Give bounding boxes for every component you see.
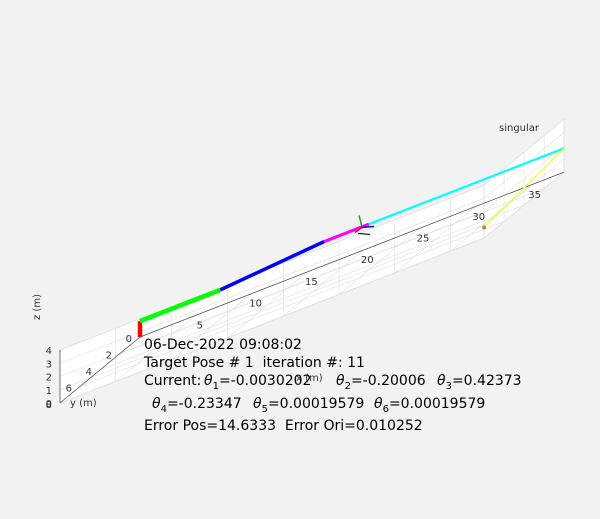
arm-link-6 <box>483 147 565 228</box>
singular-label: singular <box>499 123 540 134</box>
theta-4-symbol: θ <box>152 396 161 412</box>
theta-2-symbol: θ <box>336 373 345 389</box>
y-tick-label: 8 <box>46 400 52 411</box>
target-base-mark <box>358 232 371 236</box>
z-tick-label: 2 <box>46 373 52 384</box>
grid-line <box>483 171 565 239</box>
grid <box>59 118 565 404</box>
theta-1-value: =-0.0030202 <box>219 373 312 389</box>
grid-line <box>483 132 565 199</box>
z-tick-label: 0 <box>46 399 52 410</box>
x-tick-label: 15 <box>305 277 318 288</box>
svg-text:θ3=0.42373: θ3=0.42373 <box>437 373 522 392</box>
theta-6-subscript: 6 <box>383 404 389 415</box>
y-tick-label: 4 <box>86 367 92 378</box>
x-tick-label: 5 <box>197 320 203 331</box>
y-tick-label: 6 <box>66 384 72 395</box>
grid-line <box>59 224 485 391</box>
y-axis-label: y (m) <box>70 398 97 409</box>
y-axis-line <box>59 336 141 404</box>
grid-line <box>79 221 505 387</box>
grid-line <box>59 211 485 377</box>
z-tick-label: 1 <box>46 386 52 397</box>
theta-5-subscript: 5 <box>262 404 268 415</box>
theta-5-value: =0.00019579 <box>268 396 364 412</box>
target-frame-marker <box>354 215 375 236</box>
grid-line <box>483 145 565 212</box>
target-pose-text: Target Pose # 1 iteration #: 11 <box>143 355 365 371</box>
svg-text:θ5=0.00019579: θ5=0.00019579 <box>253 396 364 415</box>
theta-6: θ6=0.00019579 <box>374 396 485 415</box>
theta-4-subscript: 4 <box>161 404 167 415</box>
x-axis-line <box>139 171 565 338</box>
arm-link-2 <box>139 287 222 324</box>
theta-3: θ3=0.42373 <box>437 373 522 392</box>
grid-line <box>119 188 545 354</box>
theta-6-value: =0.00019579 <box>389 396 485 412</box>
grid-line <box>59 237 485 404</box>
theta-2-subscript: 2 <box>345 381 351 392</box>
arm-link-5 <box>368 147 565 226</box>
theta-3-value: =0.42373 <box>452 373 522 389</box>
svg-text:θ4=-0.23347: θ4=-0.23347 <box>152 396 242 415</box>
z-tick-label: 4 <box>46 346 52 357</box>
theta-2-value: =-0.20006 <box>351 373 426 389</box>
theta-4-value: =-0.23347 <box>167 396 242 412</box>
singular-point-marker <box>482 225 487 230</box>
x-tick-label: 10 <box>249 299 262 310</box>
theta-1-symbol: θ <box>204 373 213 389</box>
arm-link-3 <box>219 239 325 292</box>
robot-arm <box>137 147 565 337</box>
target-axis-y <box>354 226 363 234</box>
current-label: Current: <box>144 373 201 389</box>
x-tick-label: 20 <box>361 255 374 266</box>
z-axis-label: z (m) <box>32 294 43 320</box>
x-axis-label: x (m) <box>296 373 323 384</box>
theta-1: θ1=-0.0030202 <box>204 373 311 392</box>
theta-3-symbol: θ <box>437 373 446 389</box>
theta-5-symbol: θ <box>253 396 262 412</box>
theta-2: θ2=-0.20006 <box>336 373 426 392</box>
theta-4: θ4=-0.23347 <box>152 396 242 415</box>
error-text: Error Pos=14.6333 Error Ori=0.010252 <box>144 418 423 434</box>
x-tick-label: 30 <box>472 212 485 223</box>
y-tick-label: 2 <box>106 351 112 362</box>
target-axis-x <box>362 225 375 229</box>
svg-text:θ6=0.00019579: θ6=0.00019579 <box>374 396 485 415</box>
theta-5: θ5=0.00019579 <box>253 396 364 415</box>
theta-6-symbol: θ <box>374 396 383 412</box>
x-tick-label: 25 <box>417 234 430 245</box>
y-tick-label: 0 <box>126 334 132 345</box>
svg-text:θ2=-0.20006: θ2=-0.20006 <box>336 373 426 392</box>
theta-1-subscript: 1 <box>213 381 219 392</box>
theta-3-subscript: 3 <box>446 381 452 392</box>
svg-text:θ1=-0.0030202: θ1=-0.0030202 <box>204 373 311 392</box>
grid-line <box>99 204 525 371</box>
z-tick-label: 3 <box>46 359 52 370</box>
grid-line <box>59 198 485 364</box>
timestamp-text: 06-Dec-2022 09:08:02 <box>144 337 302 353</box>
target-axis-z <box>358 215 363 228</box>
x-tick-label: 35 <box>528 190 541 201</box>
